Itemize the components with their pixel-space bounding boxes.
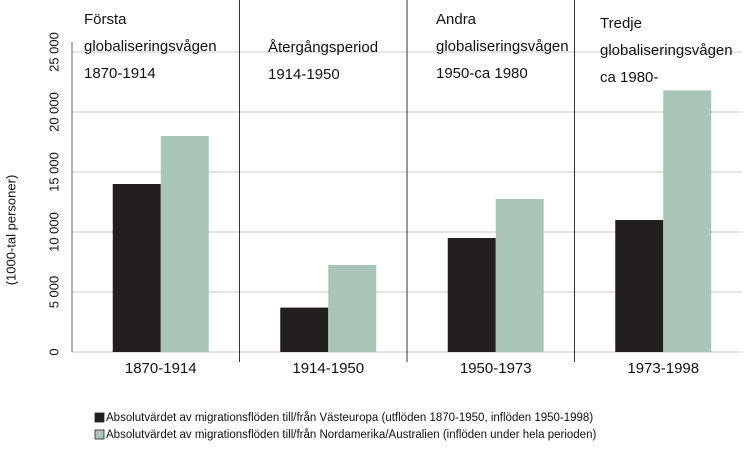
y-tick-label: 5 000 — [46, 276, 61, 309]
legend-swatch — [94, 429, 105, 440]
x-tick-label: 1914-1950 — [292, 360, 364, 377]
y-tick-label: 15 000 — [46, 152, 61, 192]
period-annotation: ca 1980- — [600, 69, 658, 86]
period-annotation: globaliseringsvågen — [436, 38, 569, 55]
bar — [663, 90, 712, 353]
period-annotation: 1950-ca 1980 — [436, 65, 528, 82]
period-annotation: globaliseringsvågen — [84, 38, 217, 55]
legend-swatch — [94, 412, 105, 423]
y-tick-label: 20 000 — [46, 92, 61, 132]
bar — [615, 220, 664, 352]
bar — [447, 238, 496, 352]
bar — [328, 265, 377, 352]
period-annotation: Tredje — [600, 15, 642, 32]
period-annotation: globaliseringsvågen — [600, 42, 733, 59]
period-annotation: Första — [84, 11, 127, 28]
legend-label: Absolutvärdet av migrationsflöden till/f… — [106, 429, 596, 441]
bar — [160, 136, 209, 352]
y-tick-label: 25 000 — [46, 32, 61, 72]
y-tick-label: 10 000 — [46, 212, 61, 252]
period-annotation: Återgångsperiod — [268, 39, 378, 56]
y-tick-label: 0 — [46, 348, 61, 355]
bar — [495, 199, 544, 352]
bar — [280, 307, 329, 352]
x-tick-label: 1870-1914 — [125, 360, 197, 377]
legend-label: Absolutvärdet av migrationsflöden till/f… — [106, 412, 593, 424]
period-annotation: 1914-1950 — [268, 66, 340, 83]
period-annotation: Andra — [436, 11, 477, 28]
y-axis-label: (1000-tal personer) — [3, 175, 18, 286]
period-annotation: 1870-1914 — [84, 65, 156, 82]
bar — [112, 184, 161, 352]
x-tick-label: 1973-1998 — [627, 360, 699, 377]
x-tick-label: 1950-1973 — [460, 360, 532, 377]
